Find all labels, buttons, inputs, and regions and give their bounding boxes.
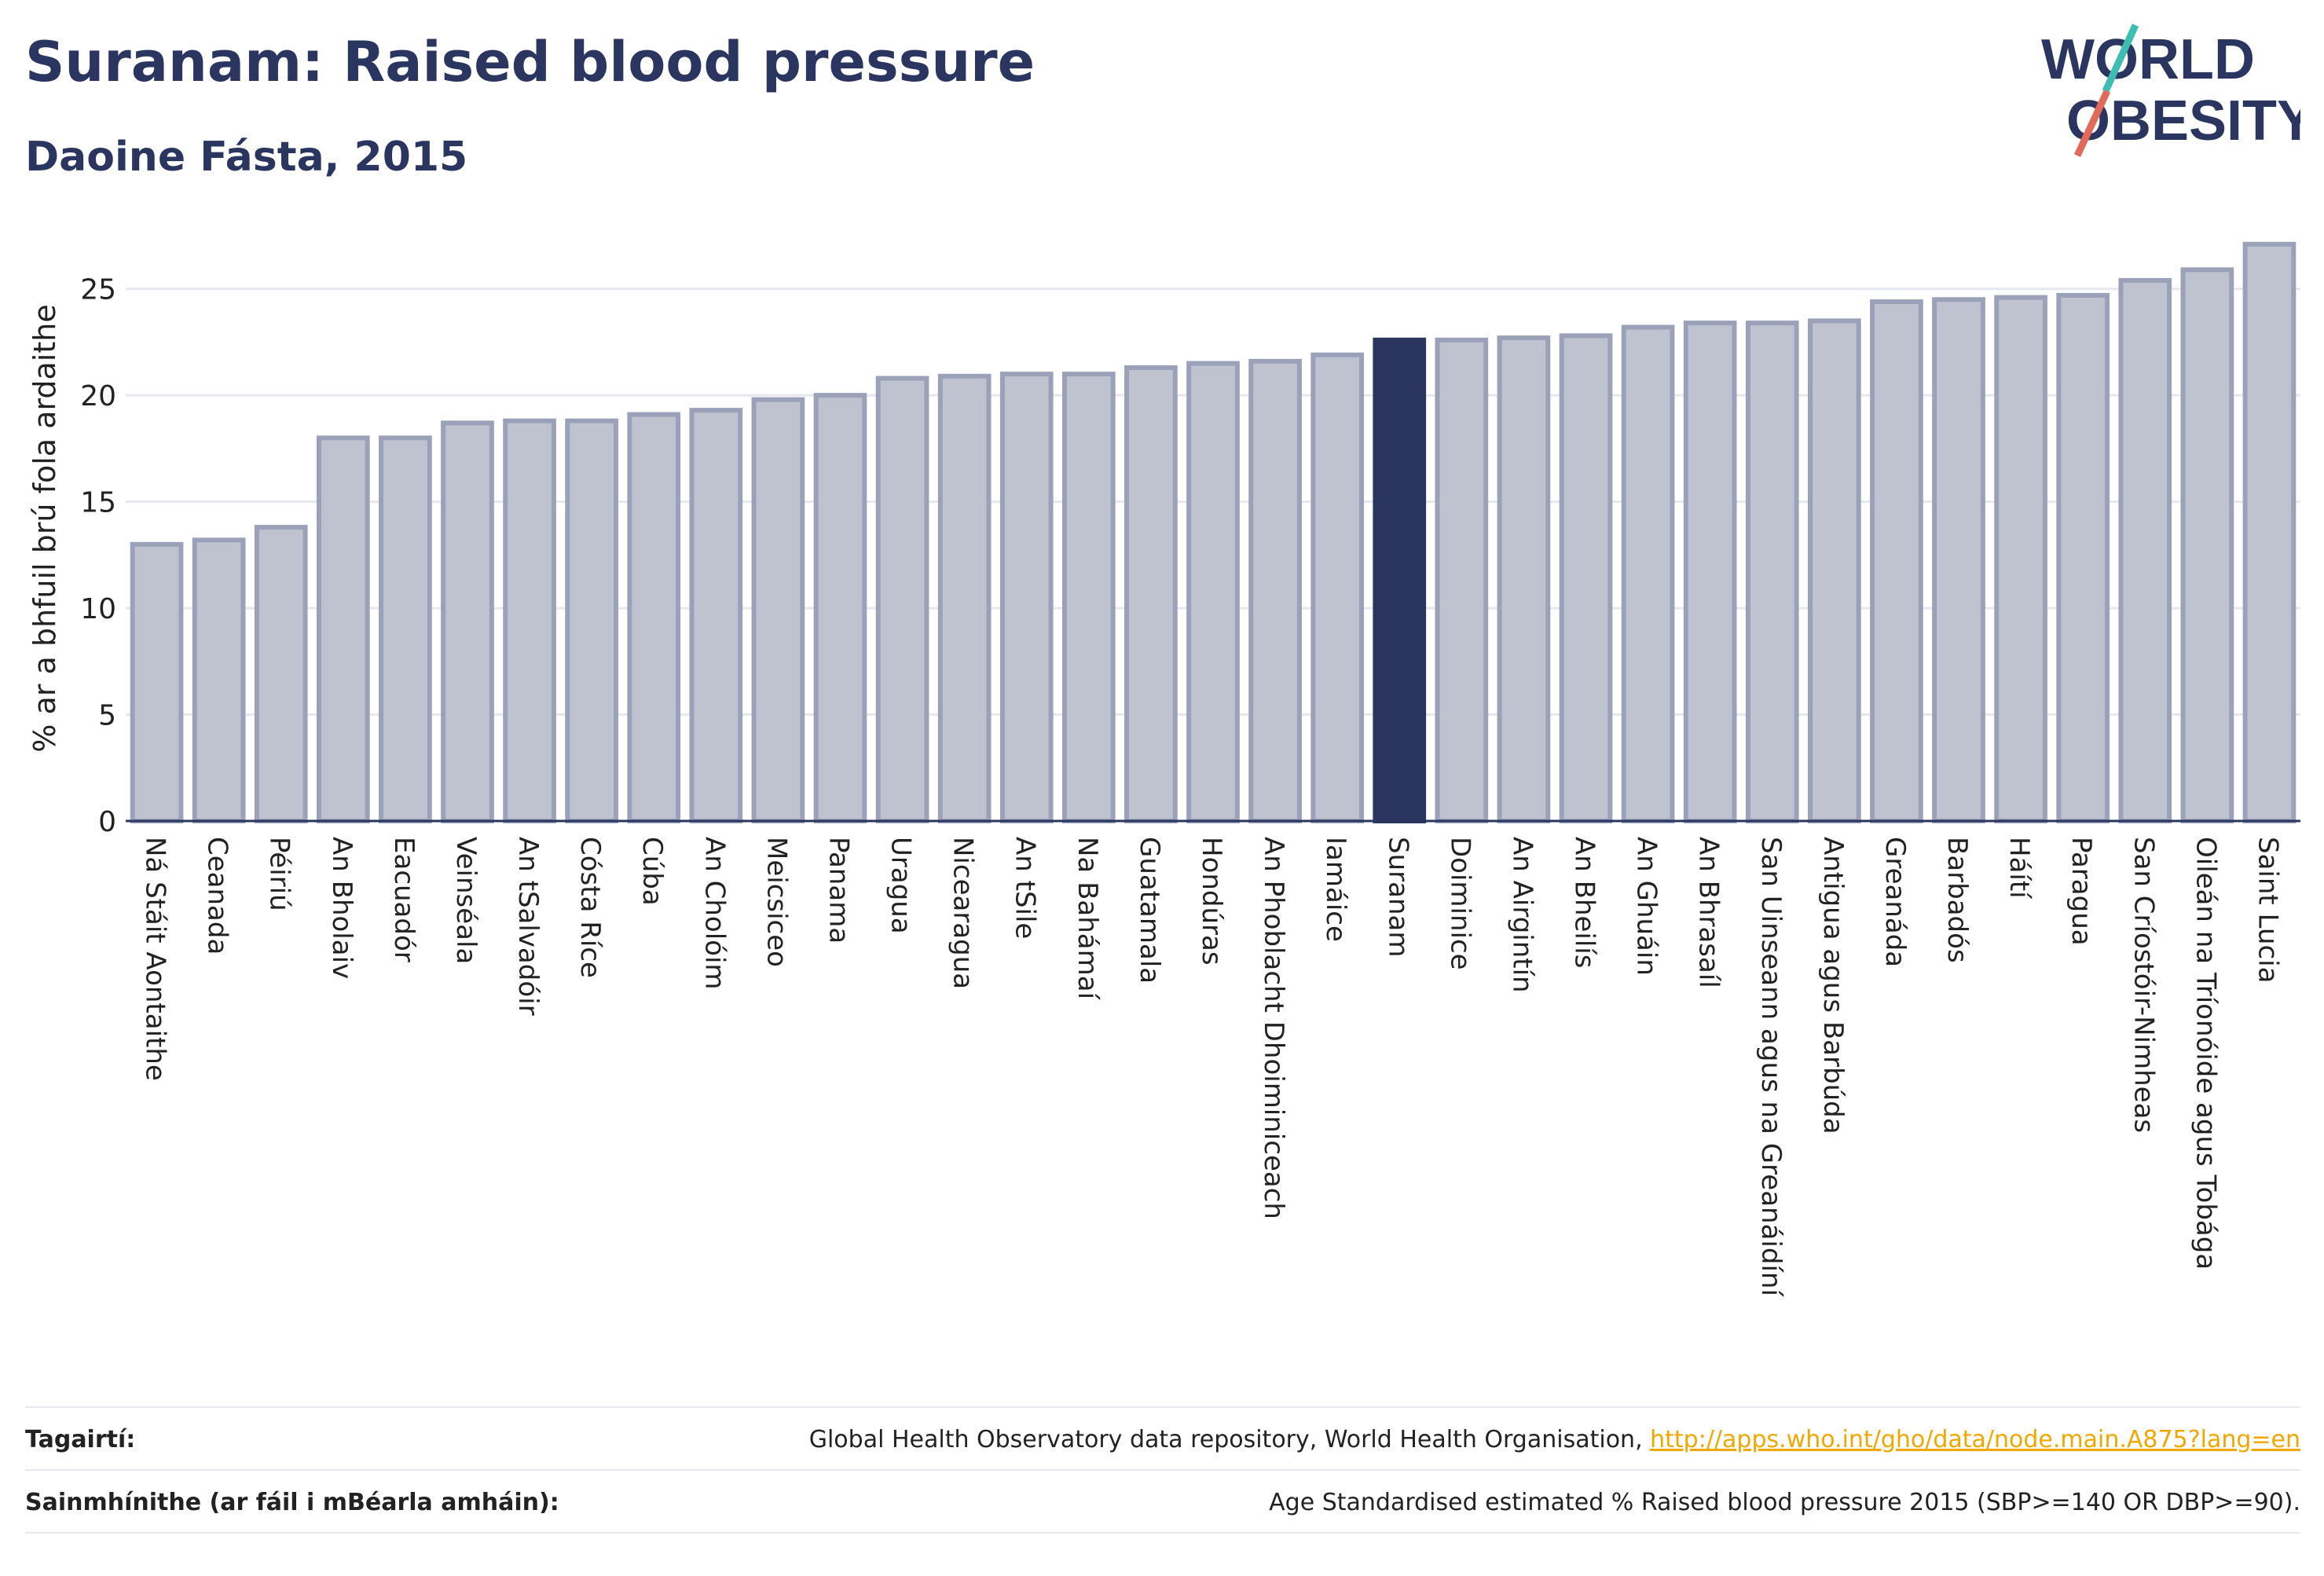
bar <box>2242 241 2297 823</box>
y-tick-label: 20 <box>80 380 116 412</box>
y-tick-label: 10 <box>80 593 116 625</box>
bar <box>751 397 805 824</box>
bar <box>1621 324 1675 823</box>
x-tick-label: Barbadós <box>1941 837 1973 963</box>
x-tick-label: An Cholóim <box>698 837 730 990</box>
bar <box>254 525 308 823</box>
bar <box>130 541 184 823</box>
references-row: Tagairtí: Global Health Observatory data… <box>25 1406 2300 1471</box>
bar <box>1808 318 1861 823</box>
references-link[interactable]: http://apps.who.int/gho/data/node.main.A… <box>1650 1425 2300 1453</box>
x-tick-label: Hondúras <box>1196 837 1227 966</box>
bar <box>1683 321 1737 823</box>
x-tick-label: Uragua <box>885 837 917 934</box>
x-tick-label: An tSile <box>1010 837 1041 939</box>
bar <box>1186 361 1240 823</box>
definitions-row: Sainmhínithe (ar fáil i mBéarla amháin):… <box>25 1469 2300 1534</box>
definitions-text: Age Standardised estimated % Raised bloo… <box>1269 1488 2300 1516</box>
bar <box>2118 277 2172 823</box>
y-axis-label: % ar a bhfuil brú fola ardaithe <box>27 304 62 752</box>
bar <box>1497 335 1551 823</box>
x-tick-label: Cúba <box>636 837 668 906</box>
x-tick-label: Veinséala <box>450 837 482 964</box>
bar <box>379 435 432 823</box>
x-tick-label: Ná Stáit Aontaithe <box>140 837 171 1081</box>
x-tick-label: Antigua agus Barbúda <box>1817 837 1849 1134</box>
x-tick-label: Cósta Ríce <box>574 837 606 978</box>
x-tick-label: An Bheilís <box>1569 837 1600 968</box>
bar <box>316 435 370 823</box>
bar <box>1061 372 1116 824</box>
bar <box>2180 267 2234 823</box>
y-tick-label: 5 <box>98 700 116 732</box>
x-tick-label: An Ghuáin <box>1631 837 1662 976</box>
definitions-label: Sainmhínithe (ar fáil i mBéarla amháin): <box>25 1488 559 1516</box>
bar <box>1248 358 1302 823</box>
footer-divider <box>25 1532 2300 1534</box>
bar-chart: 0 5 10 15 20 25 % ar a bhfuil brú fola ardaith… <box>27 241 2300 1297</box>
bar <box>689 408 743 823</box>
x-tick-label: Paragua <box>2066 837 2097 946</box>
x-tick-label: San Críostóir-Nimheas <box>2128 837 2159 1133</box>
bar <box>999 372 1054 824</box>
bar <box>1124 365 1178 823</box>
bar <box>1373 337 1427 823</box>
bar <box>2056 292 2110 823</box>
x-tick-label: An Airgintín <box>1506 837 1538 993</box>
x-tick-label: Iamáice <box>1320 837 1351 942</box>
bar <box>1870 299 1923 823</box>
references-value: Global Health Observatory data repositor… <box>809 1426 2300 1453</box>
chart-title: Suranam: Raised blood pressure <box>25 30 1036 94</box>
x-tick-label: San Uinseann agus na Greanáidíní <box>1755 837 1787 1297</box>
bar <box>192 537 246 824</box>
x-tick-label: An Bholaiv <box>326 837 357 979</box>
bar <box>1745 321 1799 823</box>
x-tick-label: An Bhrasaíl <box>1693 837 1725 988</box>
bar <box>813 393 867 823</box>
bar <box>1994 295 2047 823</box>
x-tick-label: Oileán na Tríonóide agus Tobága <box>2190 837 2221 1270</box>
chart-subtitle: Daoine Fásta, 2015 <box>25 134 468 181</box>
x-tick-label: Greanáda <box>1879 837 1911 967</box>
y-tick-label: 25 <box>80 274 116 306</box>
logo-slash-teal <box>2102 24 2139 93</box>
bar <box>503 418 556 823</box>
bar <box>627 412 681 823</box>
x-tick-label: Háítí <box>2003 837 2035 900</box>
logo-word-1: WORLD <box>2041 28 2255 91</box>
bar <box>1310 352 1365 823</box>
bar <box>937 373 992 823</box>
bar <box>1559 333 1613 823</box>
x-tick-label: Na Bahámaí <box>1072 837 1103 1001</box>
x-tick-label: Guatamala <box>1134 837 1165 984</box>
x-tick-label: Doiminice <box>1444 837 1475 970</box>
x-tick-label: Saint Lucia <box>2252 837 2283 983</box>
bar <box>441 420 494 824</box>
bar <box>875 376 929 823</box>
world-obesity-logo: WORLD OBESITY <box>2041 24 2300 157</box>
references-label: Tagairtí: <box>25 1425 136 1453</box>
bar <box>565 418 618 823</box>
bar <box>1932 297 1985 824</box>
references-text: Global Health Observatory data repositor… <box>808 1425 1651 1453</box>
x-tick-label: An Phoblacht Dhoiminiceach <box>1258 837 1289 1219</box>
logo-slash-red <box>2073 90 2111 157</box>
x-tick-label: Péiriú <box>264 837 295 911</box>
x-tick-label: Panama <box>823 837 854 944</box>
x-tick-label: An tSalvadóir <box>512 837 544 1016</box>
x-tick-label: Nicearagua <box>948 837 979 989</box>
x-tick-label: Suranam <box>1382 837 1413 957</box>
y-tick-label: 15 <box>80 487 116 519</box>
x-tick-label: Eacuadór <box>388 837 420 962</box>
y-tick-label: 0 <box>98 806 116 838</box>
x-tick-label: Ceanada <box>202 837 233 955</box>
x-tick-label: Meicsiceo <box>761 837 792 967</box>
bar <box>1435 337 1489 823</box>
